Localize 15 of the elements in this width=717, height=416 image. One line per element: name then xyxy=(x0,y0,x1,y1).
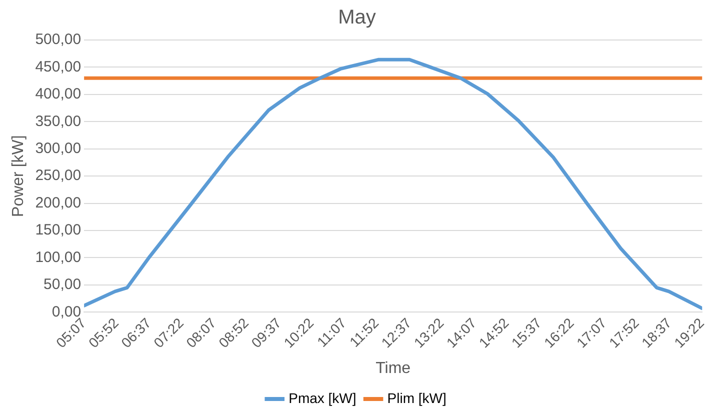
y-tick-label: 200,00 xyxy=(35,194,82,212)
y-tick-label: 350,00 xyxy=(35,112,82,130)
y-tick-label: 50,00 xyxy=(44,276,82,294)
legend-label: Pmax [kW] xyxy=(288,390,356,406)
y-tick-label: 300,00 xyxy=(35,140,82,157)
y-tick-label: 150,00 xyxy=(35,222,82,239)
y-tick-label: 100,00 xyxy=(35,248,82,266)
chart-title: May xyxy=(338,6,376,29)
y-tick-label: 500,00 xyxy=(35,31,82,48)
y-tick-label: 450,00 xyxy=(35,58,82,76)
legend-label: Plim [kW] xyxy=(387,390,446,406)
y-tick-label: 250,00 xyxy=(35,167,82,184)
y-axis-title: Power [kW] xyxy=(10,135,28,217)
x-axis-title: Time xyxy=(376,360,411,377)
y-tick-label: 400,00 xyxy=(35,86,82,103)
